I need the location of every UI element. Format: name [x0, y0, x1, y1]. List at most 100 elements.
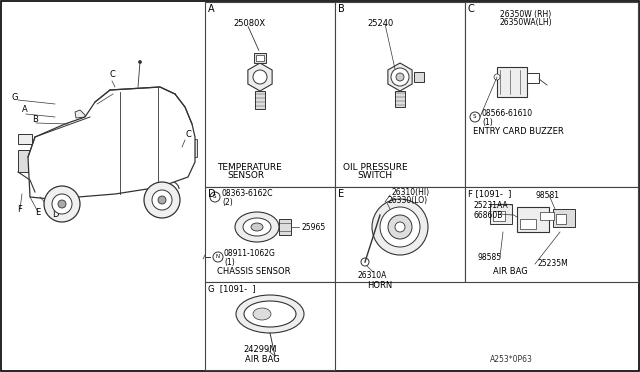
- Text: A253*0P63: A253*0P63: [490, 356, 533, 365]
- Text: N: N: [216, 254, 220, 260]
- Text: (2): (2): [222, 198, 233, 206]
- Text: 98585: 98585: [477, 253, 501, 262]
- Circle shape: [470, 112, 480, 122]
- Bar: [254, 53, 266, 63]
- Text: CHASSIS SENSOR: CHASSIS SENSOR: [217, 267, 291, 276]
- Text: 26350W (RH): 26350W (RH): [500, 10, 551, 19]
- Text: OIL PRESSURE: OIL PRESSURE: [343, 163, 408, 171]
- Bar: [520, 219, 536, 229]
- Text: C: C: [186, 130, 192, 139]
- Text: E: E: [35, 208, 40, 217]
- Ellipse shape: [236, 295, 304, 333]
- Bar: [414, 72, 424, 82]
- Bar: [465, 187, 638, 282]
- Circle shape: [494, 74, 500, 80]
- Text: SWITCH: SWITCH: [357, 171, 392, 180]
- Circle shape: [396, 73, 404, 81]
- Text: S: S: [472, 115, 476, 119]
- Bar: [395, 91, 405, 107]
- Text: B: B: [338, 4, 345, 14]
- Circle shape: [144, 182, 180, 218]
- Bar: [465, 2, 638, 187]
- Polygon shape: [248, 63, 272, 91]
- Bar: [490, 204, 512, 224]
- Bar: [556, 214, 566, 224]
- Circle shape: [44, 186, 80, 222]
- Text: F [1091-  ]: F [1091- ]: [468, 189, 511, 199]
- Bar: [256, 55, 264, 61]
- Text: G  [1091-  ]: G [1091- ]: [208, 285, 255, 294]
- Ellipse shape: [253, 308, 271, 320]
- Text: D: D: [52, 210, 58, 219]
- Text: C: C: [109, 70, 115, 79]
- Ellipse shape: [235, 212, 279, 242]
- Ellipse shape: [244, 301, 296, 327]
- Circle shape: [395, 222, 405, 232]
- Bar: [162, 139, 172, 144]
- Bar: [255, 91, 265, 109]
- Text: 26310(HI): 26310(HI): [391, 189, 429, 198]
- Text: HORN: HORN: [367, 280, 392, 289]
- Text: F: F: [17, 205, 22, 214]
- Circle shape: [58, 200, 66, 208]
- Bar: [205, 187, 335, 282]
- Text: 25965: 25965: [301, 222, 325, 231]
- Text: 26310A: 26310A: [357, 270, 387, 279]
- Text: SENSOR: SENSOR: [227, 171, 264, 180]
- Bar: [18, 134, 32, 144]
- Polygon shape: [28, 87, 195, 199]
- Text: 26330(LO): 26330(LO): [387, 196, 427, 205]
- Bar: [205, 282, 335, 370]
- Ellipse shape: [251, 223, 263, 231]
- Text: E: E: [338, 189, 344, 199]
- Bar: [18, 150, 32, 172]
- Text: 98581: 98581: [535, 190, 559, 199]
- Text: 08566-61610: 08566-61610: [482, 109, 533, 119]
- Circle shape: [372, 199, 428, 255]
- Bar: [190, 139, 197, 157]
- Circle shape: [52, 194, 72, 214]
- Text: S: S: [212, 195, 216, 199]
- Text: D: D: [208, 189, 216, 199]
- Bar: [279, 219, 291, 235]
- Text: 08363-6162C: 08363-6162C: [222, 189, 273, 199]
- Text: 26350WA(LH): 26350WA(LH): [500, 19, 552, 28]
- Circle shape: [388, 215, 412, 239]
- Text: G: G: [12, 93, 19, 102]
- Text: 66860B: 66860B: [473, 211, 502, 219]
- Bar: [335, 187, 465, 282]
- Text: 08911-1062G: 08911-1062G: [224, 250, 276, 259]
- Text: 25235M: 25235M: [537, 260, 568, 269]
- Bar: [128, 139, 138, 144]
- Text: ENTRY CARD BUZZER: ENTRY CARD BUZZER: [473, 128, 564, 137]
- Bar: [540, 212, 554, 220]
- Text: 24299M: 24299M: [243, 346, 276, 355]
- Circle shape: [361, 258, 369, 266]
- Circle shape: [158, 196, 166, 204]
- Circle shape: [152, 190, 172, 210]
- Bar: [493, 211, 505, 221]
- Bar: [497, 67, 527, 97]
- Circle shape: [138, 61, 141, 64]
- Circle shape: [380, 207, 420, 247]
- Bar: [553, 209, 575, 227]
- Text: AIR BAG: AIR BAG: [245, 356, 280, 365]
- Text: AIR BAG: AIR BAG: [493, 267, 528, 276]
- Bar: [527, 73, 539, 83]
- Text: (1): (1): [224, 257, 235, 266]
- Circle shape: [213, 252, 223, 262]
- Ellipse shape: [243, 218, 271, 236]
- Text: 25240: 25240: [367, 19, 393, 29]
- Bar: [335, 2, 465, 187]
- Polygon shape: [75, 110, 85, 118]
- Circle shape: [391, 68, 409, 86]
- Text: A: A: [22, 105, 28, 114]
- Text: C: C: [468, 4, 475, 14]
- Circle shape: [253, 70, 267, 84]
- Bar: [517, 207, 549, 232]
- Text: A: A: [208, 4, 214, 14]
- Text: TEMPERATURE: TEMPERATURE: [217, 163, 282, 171]
- Polygon shape: [388, 63, 412, 91]
- Bar: [205, 2, 335, 187]
- Text: 25231AA: 25231AA: [473, 201, 508, 209]
